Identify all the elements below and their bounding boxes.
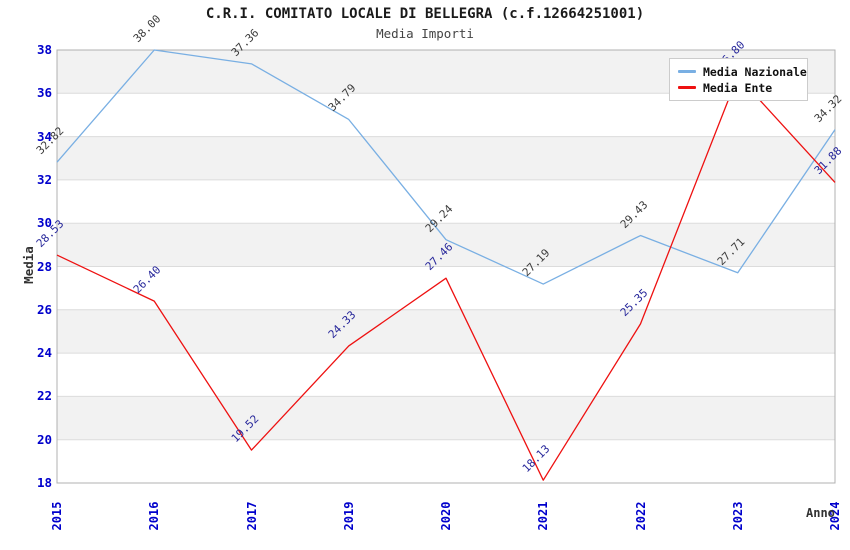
x-tick-label: 2023 [730, 501, 745, 531]
x-tick-label: 2015 [50, 501, 64, 531]
legend-label-media-ente: Media Ente [703, 80, 773, 95]
chart-subtitle: Media Importi [376, 26, 474, 41]
legend-swatch-media-nazionale [678, 70, 696, 73]
y-tick-label: 38 [36, 42, 52, 57]
x-tick-label: 2019 [341, 501, 356, 531]
legend-label-media-nazionale: Media Nazionale [703, 64, 807, 79]
chart-title: C.R.I. COMITATO LOCALE DI BELLEGRA (c.f.… [205, 6, 645, 22]
grid-band [57, 309, 835, 354]
series-line-media-ente [56, 75, 836, 481]
x-tick-label: 2017 [244, 501, 259, 531]
y-tick-label: 34 [36, 128, 52, 144]
y-axis-label: Media [21, 246, 36, 284]
grid-band [57, 223, 835, 267]
y-tick-label: 36 [36, 85, 52, 101]
x-tick-label: 2016 [147, 501, 162, 531]
legend: Media Nazionale Media Ente [669, 58, 808, 101]
y-tick-label: 22 [36, 388, 52, 404]
series-line-media-nazionale [56, 49, 836, 285]
y-tick-label: 32 [36, 171, 52, 187]
legend-item-media-nazionale: Media Nazionale [678, 64, 807, 79]
x-tick-label: 2022 [633, 501, 648, 531]
legend-item-media-ente: Media Ente [678, 80, 799, 95]
legend-swatch-media-ente [678, 86, 696, 89]
y-tick-label: 26 [36, 301, 52, 317]
y-tick-label: 28 [36, 258, 52, 274]
y-tick-label: 24 [36, 345, 52, 361]
x-axis-label: Anno [806, 506, 835, 520]
x-tick-label: 2021 [536, 501, 551, 531]
y-tick-label: 30 [36, 215, 52, 231]
grid-band [57, 396, 835, 440]
grid-band [57, 136, 835, 180]
y-tick-label: 20 [36, 431, 52, 447]
x-tick-label: 2020 [439, 501, 453, 531]
y-tick-label: 18 [36, 475, 52, 490]
plot-border [56, 49, 836, 484]
